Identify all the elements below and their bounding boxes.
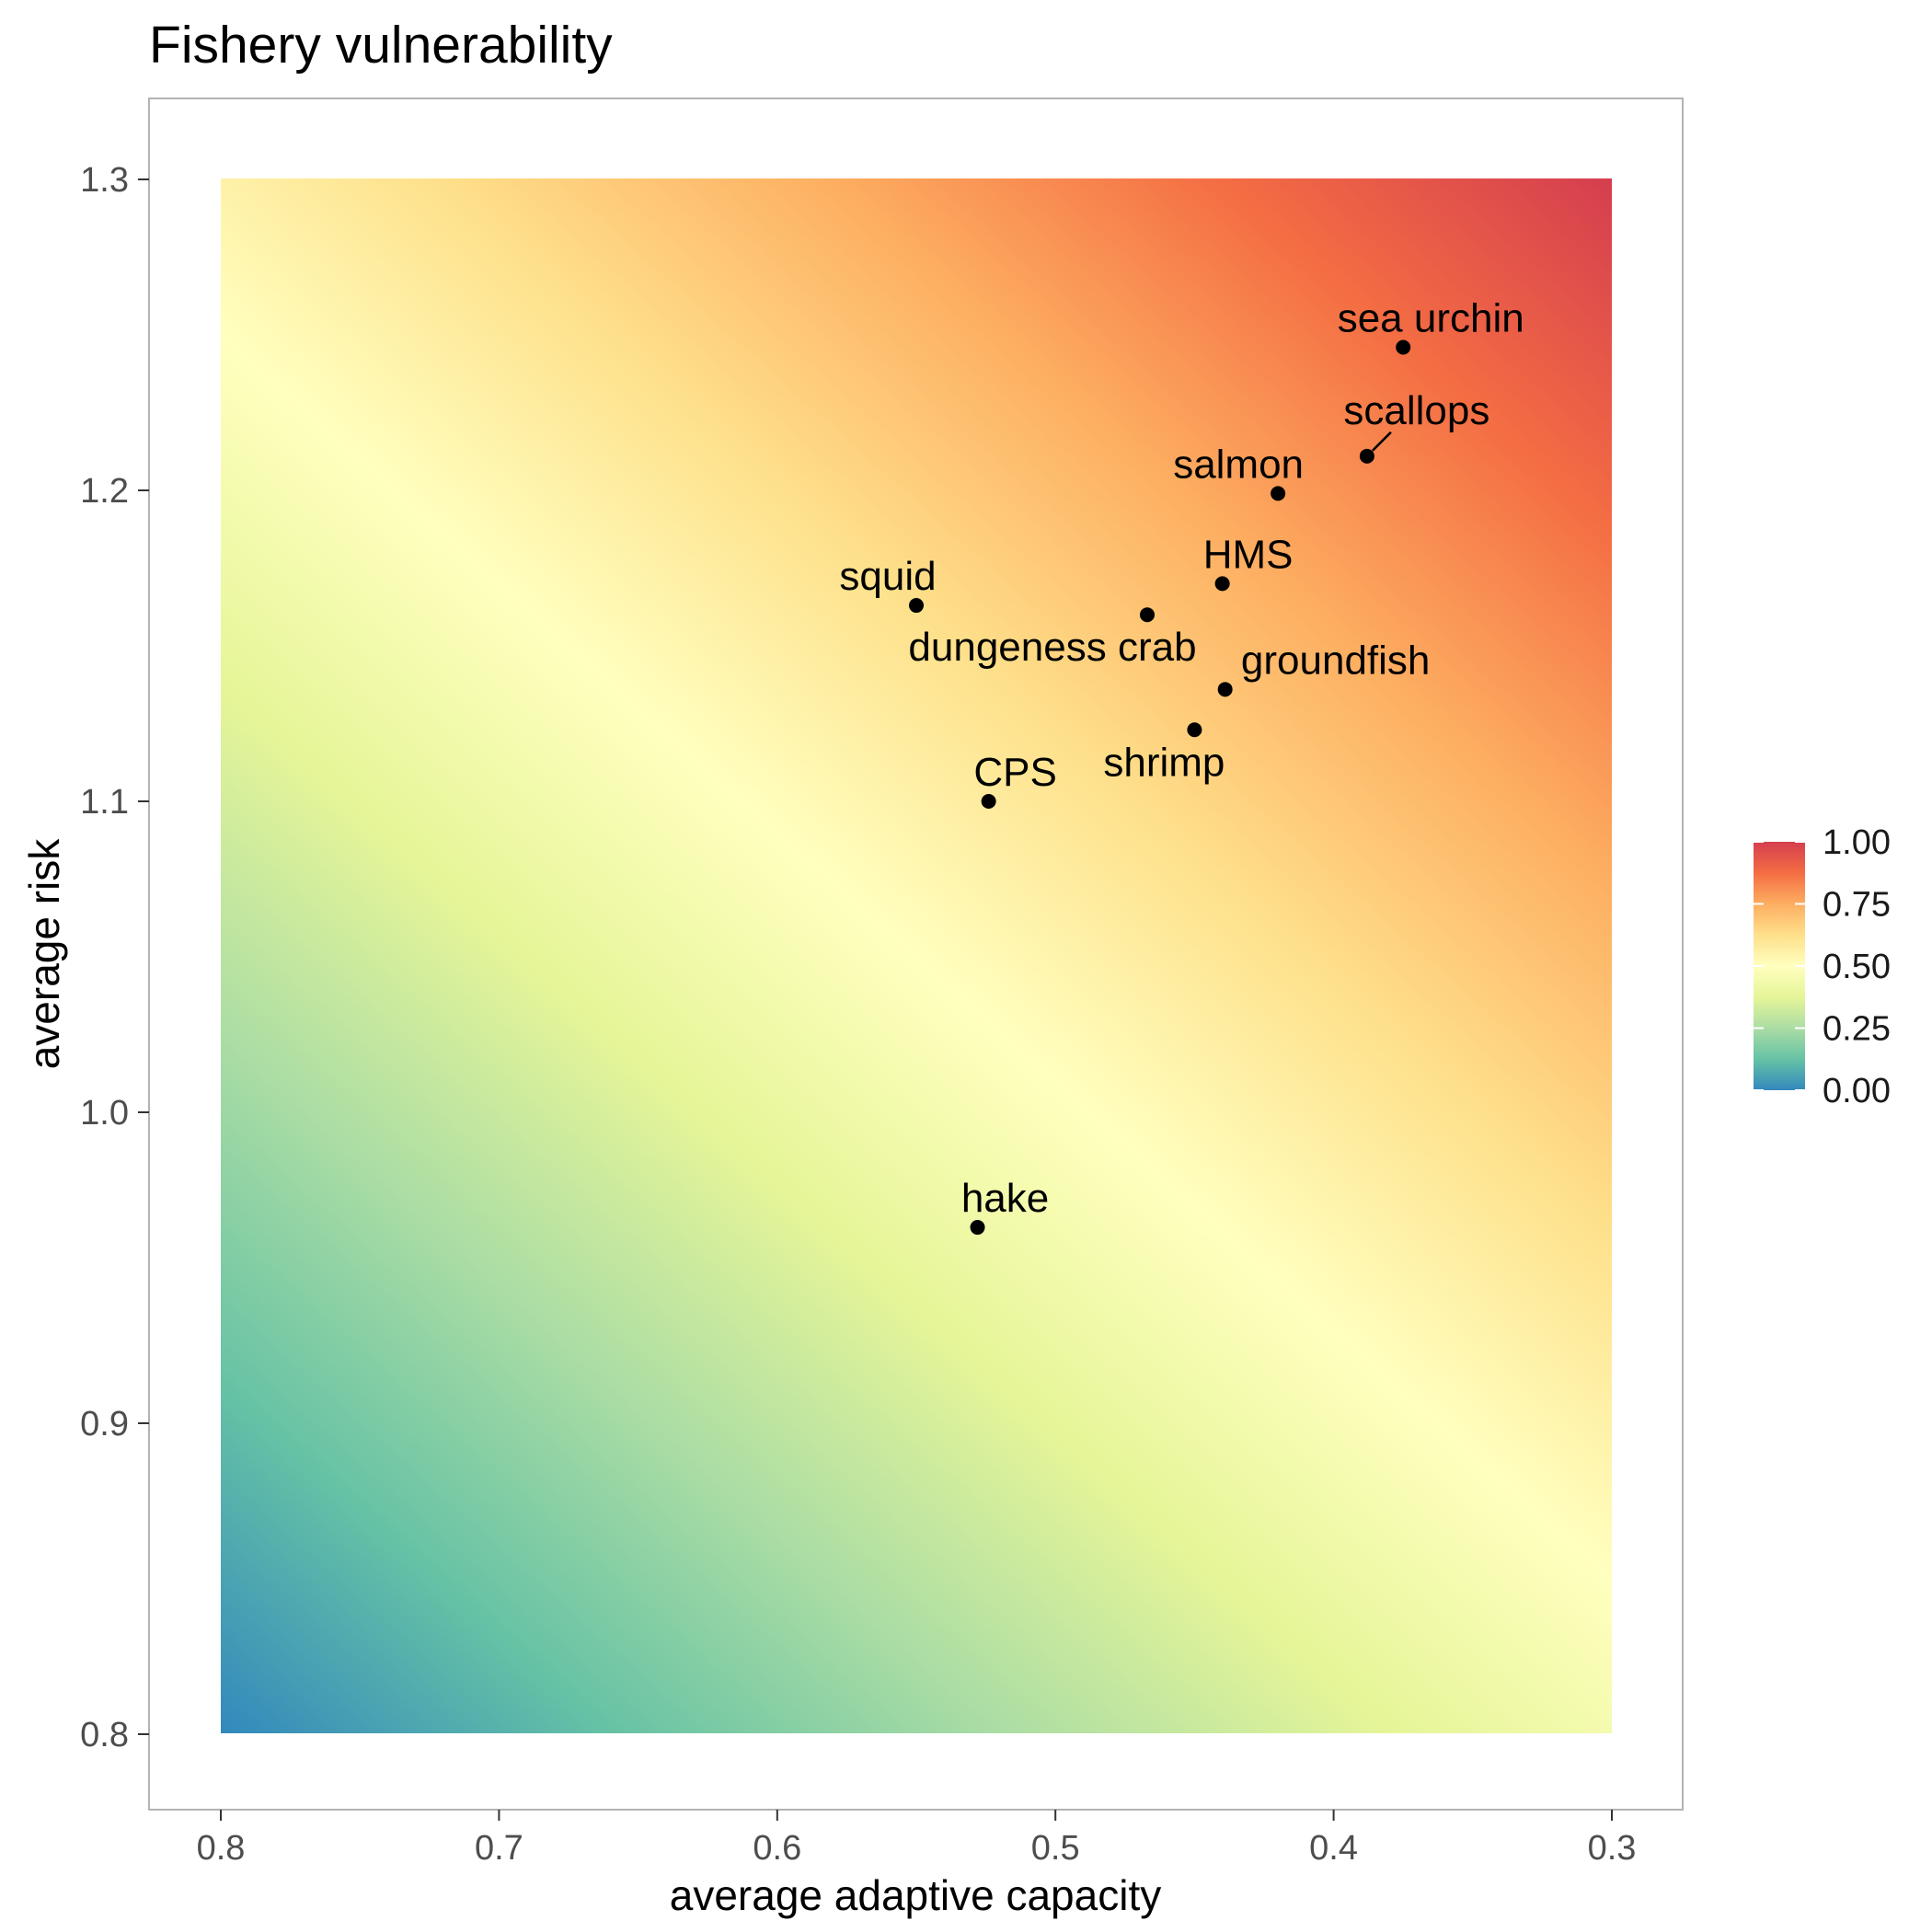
plot-panel — [148, 98, 1684, 1811]
data-points: sea urchin scallops salmon HMS squid dungenes… — [839, 296, 1524, 1236]
panel-border — [148, 98, 1684, 1811]
x-tick-label: 0.6 — [753, 1829, 801, 1868]
y-tick-label: 1.1 — [80, 783, 129, 822]
chart-title: Fishery vulnerability — [149, 16, 613, 75]
data-point — [981, 794, 996, 809]
y-tick-label: 0.8 — [80, 1716, 129, 1754]
colorbar-tick-label: 0.50 — [1823, 948, 1891, 986]
y-tick-label: 1.2 — [80, 472, 129, 511]
y-tick-label: 1.0 — [80, 1094, 129, 1133]
y-tick-label: 0.9 — [80, 1405, 129, 1443]
y-axis: 0.8 0.9 1.0 1.1 1.2 1.3 — [80, 161, 149, 1754]
data-point — [1396, 339, 1411, 355]
colorbar-tick-label: 0.25 — [1823, 1010, 1891, 1049]
data-point — [1187, 722, 1202, 738]
data-point — [1217, 682, 1233, 697]
point-label: squid — [839, 554, 936, 599]
x-tick-label: 0.5 — [1031, 1829, 1080, 1868]
x-tick-label: 0.3 — [1588, 1829, 1637, 1868]
x-axis: 0.8 0.7 0.6 0.5 0.4 0.3 — [197, 1810, 1637, 1868]
point-label: salmon — [1173, 442, 1304, 487]
x-tick-label: 0.8 — [197, 1829, 246, 1868]
point-label: CPS — [973, 750, 1056, 795]
point-label: groundfish — [1241, 638, 1430, 683]
colorbar: 0.00 0.25 0.50 0.75 1.00 — [1754, 823, 1891, 1110]
data-point — [1139, 607, 1155, 623]
colorbar-tick-label: 0.00 — [1823, 1072, 1891, 1110]
colorbar-tick-label: 0.75 — [1823, 886, 1891, 925]
label-leader-line — [1372, 431, 1392, 452]
point-label: HMS — [1203, 532, 1294, 577]
data-point — [909, 598, 924, 614]
data-point — [970, 1220, 985, 1236]
point-label: dungeness crab — [908, 625, 1196, 670]
vulnerability-gradient — [221, 178, 1612, 1733]
colorbar-tick-label: 1.00 — [1823, 823, 1891, 862]
point-label: sea urchin — [1338, 296, 1524, 341]
colorbar-ticks: 0.00 0.25 0.50 0.75 1.00 — [1754, 823, 1891, 1110]
point-label: scallops — [1343, 388, 1489, 433]
y-axis-title: average risk — [20, 838, 68, 1070]
data-point — [1271, 486, 1286, 501]
point-label: shrimp — [1103, 740, 1225, 785]
y-tick-label: 1.3 — [80, 161, 129, 200]
x-tick-label: 0.7 — [475, 1829, 523, 1868]
data-point — [1359, 448, 1374, 464]
point-label: hake — [961, 1176, 1049, 1221]
x-tick-label: 0.4 — [1309, 1829, 1358, 1868]
x-axis-title: average adaptive capacity — [670, 1871, 1161, 1919]
data-point — [1214, 576, 1230, 592]
